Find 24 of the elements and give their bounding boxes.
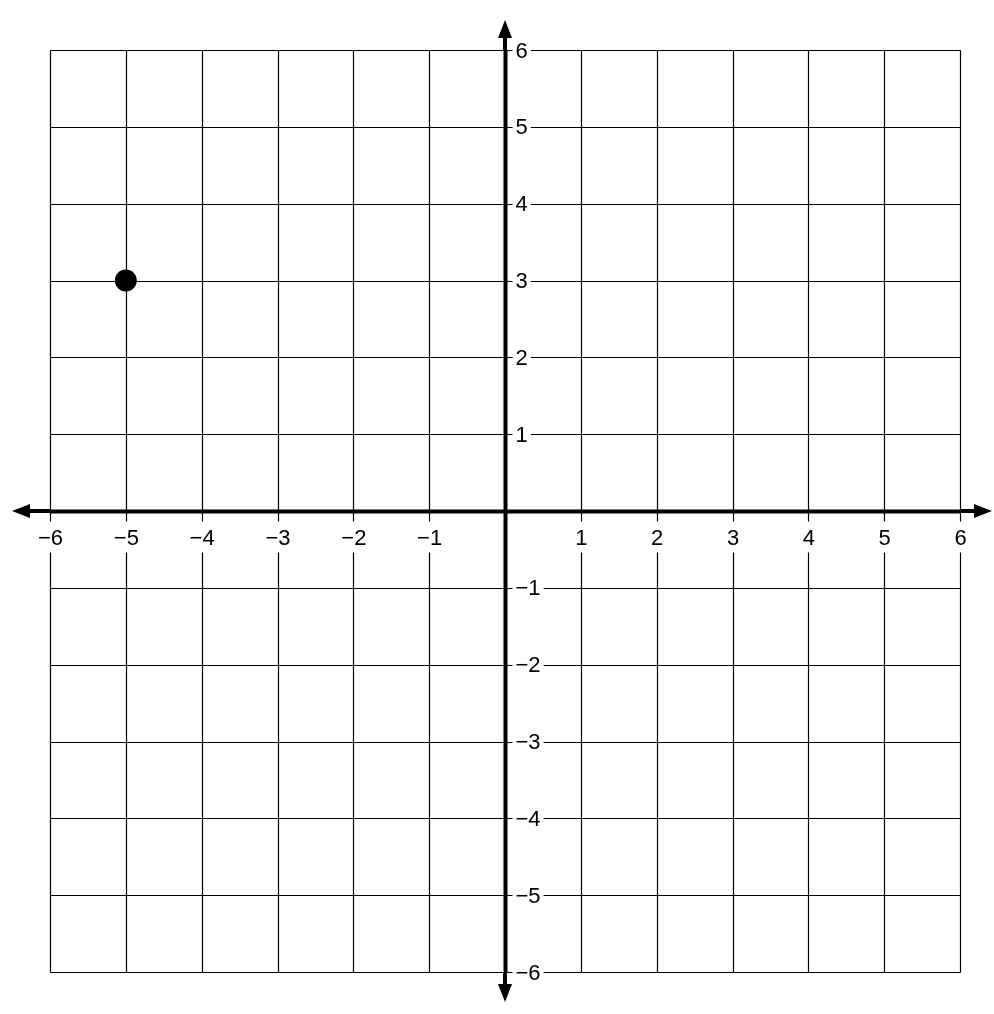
x-tick-label: −1 [417,524,443,550]
y-tick-label: 2 [515,344,528,370]
y-tick-label: −5 [515,882,541,908]
y-tick-label: −6 [515,959,541,985]
x-tick-label: −6 [37,524,64,550]
y-tick-label: −1 [515,575,541,601]
x-tick-label: 1 [575,524,588,550]
y-tick-label: −3 [515,729,541,754]
x-tick-label: −4 [189,524,215,550]
y-tick-label: 3 [515,268,528,293]
y-tick-label: −4 [515,805,541,831]
x-tick-label: −2 [341,524,367,550]
x-tick-label: −3 [265,524,291,550]
x-tick-label: −5 [113,524,139,550]
y-tick-label: 4 [515,191,528,217]
x-tick-label: 2 [651,524,664,550]
x-tick-label: 5 [878,524,891,550]
y-tick-label: −2 [515,652,541,678]
y-tick-label: 1 [515,421,528,447]
x-tick-label: 3 [726,524,740,550]
y-tick-label: 5 [515,114,528,140]
x-tick-label: 6 [954,524,967,550]
x-tick-label: 4 [802,524,815,550]
y-tick-label: 6 [515,37,528,63]
